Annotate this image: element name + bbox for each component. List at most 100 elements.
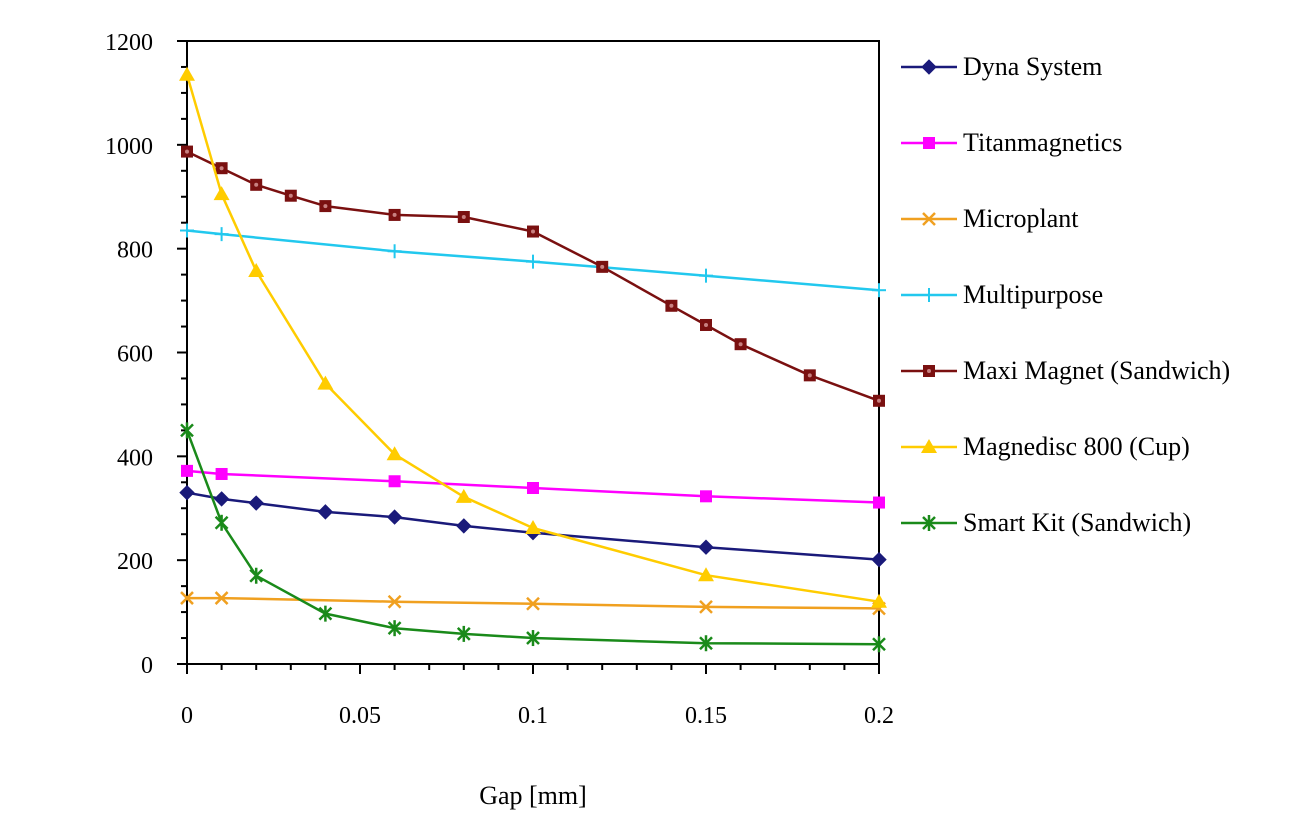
data-point: [214, 227, 229, 242]
data-point: [457, 210, 470, 223]
data-point: [456, 625, 471, 642]
series-0: [179, 484, 887, 568]
data-point: [317, 504, 334, 520]
x-tick-label: 0.2: [864, 703, 894, 729]
legend-label: Smart Kit (Sandwich): [963, 508, 1191, 537]
data-point: [455, 488, 472, 503]
legend-label: Titanmagnetics: [963, 128, 1122, 157]
series-3: [180, 223, 886, 298]
data-point: [527, 482, 539, 495]
legend-item: Dyna System: [901, 52, 1102, 81]
data-point: [803, 369, 816, 382]
data-point: [700, 318, 712, 331]
data-point: [284, 189, 297, 202]
series-2: [180, 591, 886, 616]
series-6: [180, 422, 886, 653]
plot-series: [179, 66, 887, 653]
legend-item: Titanmagnetics: [901, 128, 1122, 157]
data-point: [180, 223, 194, 238]
data-point: [596, 260, 609, 273]
data-point: [181, 464, 193, 477]
x-tick-label: 0.05: [339, 703, 381, 729]
x-tick-label: 0: [181, 703, 193, 729]
data-point: [871, 551, 887, 568]
legend-item: Maxi Magnet (Sandwich): [901, 356, 1230, 385]
legend-marker: [921, 59, 937, 75]
data-point: [181, 145, 193, 158]
axes: 0 200 400 600 800 1000 1200 0 0.05 0.1 0.15 0.2: [105, 30, 894, 729]
data-point: [388, 208, 401, 221]
data-point: [180, 422, 194, 439]
data-point: [214, 514, 229, 531]
legend-marker: [921, 439, 937, 453]
data-point: [873, 496, 885, 509]
data-point: [249, 567, 264, 584]
legend-marker: [923, 137, 935, 149]
data-point: [526, 596, 540, 611]
y-tick-label: 600: [117, 342, 153, 368]
legend-marker: [923, 365, 935, 377]
data-point: [872, 636, 886, 653]
legend-marker: [922, 212, 936, 226]
legend-item: Multipurpose: [901, 280, 1103, 309]
data-point: [386, 509, 403, 525]
y-tick-label: 0: [141, 653, 153, 679]
data-point: [699, 600, 713, 614]
y-tick-label: 200: [117, 549, 153, 575]
data-point: [250, 178, 263, 191]
data-point: [734, 338, 747, 351]
data-point: [526, 630, 540, 647]
data-point: [179, 484, 195, 501]
data-point: [527, 225, 539, 238]
data-point: [388, 475, 401, 488]
legend-item: Microplant: [901, 204, 1079, 233]
data-point: [179, 66, 195, 81]
data-point: [698, 567, 714, 582]
plot-frame: [186, 40, 880, 665]
y-tick-label: 1000: [105, 134, 153, 160]
data-point: [215, 162, 228, 175]
data-point: [387, 594, 402, 609]
legend-item: Smart Kit (Sandwich): [901, 508, 1191, 537]
data-point: [699, 635, 713, 652]
legend-label: Multipurpose: [963, 280, 1103, 309]
data-point: [526, 254, 540, 269]
data-point: [214, 591, 229, 605]
x-tick-label: 0.1: [518, 703, 548, 729]
data-point: [871, 593, 887, 608]
series-4: [181, 145, 885, 407]
data-point: [213, 491, 230, 507]
data-point: [665, 299, 678, 312]
x-tick-label: 0.15: [685, 703, 727, 729]
legend-label: Dyna System: [963, 52, 1102, 81]
data-point: [248, 262, 265, 277]
data-point: [387, 620, 402, 637]
legend-marker: [922, 288, 936, 302]
legend-marker: [922, 515, 936, 531]
legend-item: Magnedisc 800 (Cup): [901, 432, 1190, 461]
y-tick-label: 800: [117, 238, 153, 264]
data-point: [317, 375, 334, 390]
legend-label: Magnedisc 800 (Cup): [963, 432, 1190, 461]
data-point: [213, 186, 230, 201]
y-tick-label: 400: [117, 445, 153, 471]
data-point: [698, 539, 714, 555]
y-tick-label: 1200: [105, 30, 153, 56]
x-axis-label: Gap [mm]: [479, 781, 587, 810]
data-point: [525, 519, 541, 534]
data-point: [248, 495, 264, 511]
series-line: [186, 150, 880, 402]
data-point: [700, 490, 712, 503]
series-1: [181, 464, 885, 509]
data-point: [456, 518, 472, 534]
data-point: [387, 244, 402, 259]
data-point: [180, 591, 194, 605]
data-point: [699, 268, 713, 283]
data-point: [873, 394, 885, 407]
data-point: [872, 283, 886, 298]
legend-label: Maxi Magnet (Sandwich): [963, 356, 1230, 385]
data-point: [318, 605, 333, 622]
data-point: [215, 467, 228, 480]
series-5: [179, 66, 887, 608]
legend: Dyna System Titanmagnetics Microplant Multi…: [901, 52, 1230, 537]
